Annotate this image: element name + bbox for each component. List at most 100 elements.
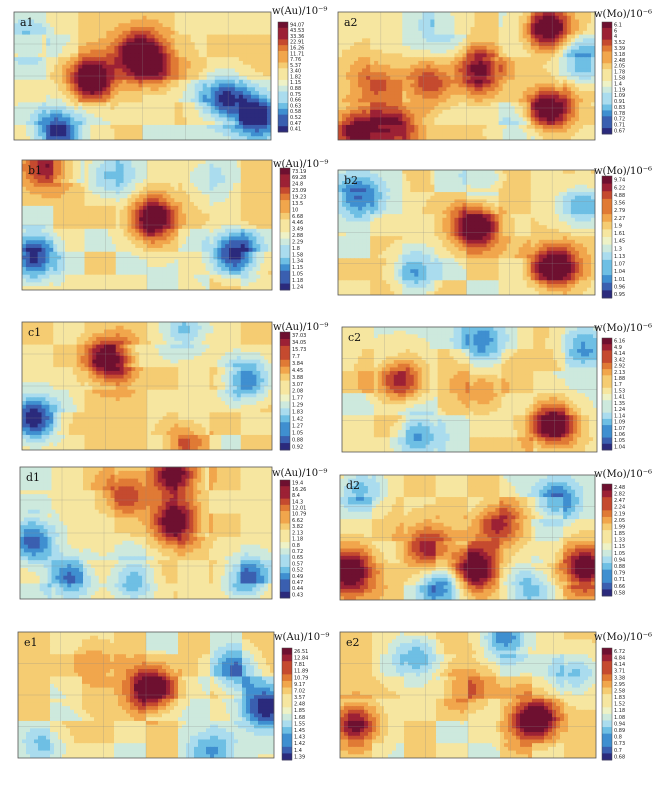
heat-cell [438,38,444,43]
heat-cell [70,49,75,55]
heat-cell [258,132,264,137]
heat-cell [178,98,184,103]
heat-cell [82,45,87,51]
heat-cell [58,117,63,122]
heat-cell [240,160,246,165]
heat-cell [217,163,222,169]
heat-cell [458,72,464,77]
heat-cell [130,19,136,24]
heat-cell [414,121,419,126]
heat-cell [398,34,403,39]
heat-cell [558,128,564,134]
heat-cell [442,117,448,122]
heat-cell [158,132,164,137]
heat-cell [244,179,250,184]
heat-cell [174,83,180,88]
heat-cell [42,45,47,51]
heat-cell [402,94,407,100]
heat-cell [94,38,99,43]
heat-cell [342,113,347,119]
heat-cell [370,72,375,77]
heat-cell [102,136,107,140]
heat-cell [182,98,188,103]
heat-cell [434,53,439,58]
heat-cell [102,30,107,36]
heat-cell [570,49,576,55]
heat-cell [126,83,132,88]
heat-cell [586,91,592,96]
heat-cell [498,106,504,111]
heat-cell [107,186,113,192]
heat-cell [90,91,95,96]
heat-cell [442,45,448,51]
heat-cell [442,79,448,85]
heat-cell [410,53,415,58]
heat-cell [226,113,232,119]
heat-cell [258,109,264,115]
heat-cell [394,23,399,28]
heat-cell [170,60,176,66]
heat-cell [62,64,67,70]
heat-cell [210,72,216,77]
heat-cell [362,45,367,51]
heat-cell [190,57,196,62]
heat-cell [46,132,51,137]
heat-cell [590,98,595,103]
heat-cell [506,68,512,73]
heat-cell [162,23,168,28]
heat-cell [46,113,51,119]
heat-cell [258,68,264,73]
heat-cell [390,117,395,122]
heat-cell [166,182,172,188]
heat-cell [210,19,216,24]
heat-cell [264,182,269,188]
heat-cell [590,87,595,92]
heat-cell [122,121,128,126]
heat-cell [146,136,152,140]
heat-cell [546,12,552,17]
heat-cell [538,68,544,73]
heat-cell [174,34,180,39]
heat-cell [582,12,588,17]
heat-cell [98,23,103,28]
heat-cell [114,79,120,85]
heat-cell [374,79,379,85]
heat-cell [486,98,492,103]
heat-cell [546,136,552,140]
heat-cell [98,83,103,88]
heat-cell [98,45,103,51]
heat-cell [414,53,419,58]
heat-cell [42,91,47,96]
heat-cell [426,53,431,58]
heat-cell [22,79,27,85]
heat-cell [146,117,152,122]
heat-cell [33,167,39,173]
heat-cell [82,128,87,134]
heat-cell [386,87,391,92]
heat-cell [194,30,200,36]
heat-cell [139,167,144,173]
heat-cell [530,91,536,96]
heat-cell [378,106,383,111]
heat-cell [346,64,351,70]
heat-cell [260,167,265,173]
heat-cell [38,83,43,88]
heat-cell [394,91,399,96]
heat-cell [134,121,140,126]
heat-cell [354,53,359,58]
heat-cell [558,117,564,122]
heat-cell [18,87,23,92]
heat-cell [256,171,261,176]
heat-cell [590,91,595,96]
heat-cell [62,113,67,119]
heat-cell [230,109,236,115]
heat-cell [150,49,156,55]
heat-cell [486,83,492,88]
heat-cell [538,91,544,96]
heat-cell [242,79,248,85]
heat-cell [586,34,592,39]
heat-cell [90,27,95,32]
heat-cell [434,27,439,32]
heat-cell [244,163,250,169]
heat-cell [210,49,216,55]
